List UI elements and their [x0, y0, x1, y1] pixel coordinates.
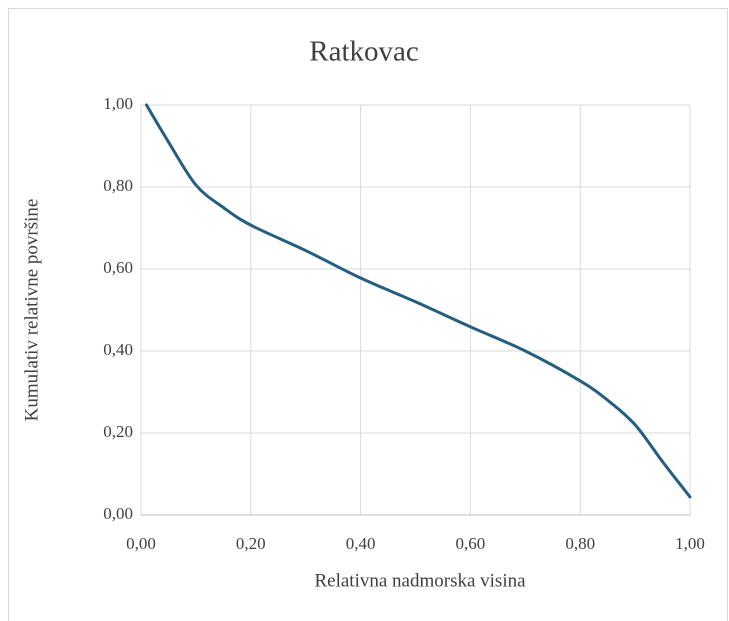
chart-border: [8, 8, 728, 621]
line: [144, 103, 692, 499]
x-tick-label: 0,40: [346, 534, 376, 553]
chart-title: Ratkovac: [309, 36, 419, 68]
x-axis-label: Relativna nadmorska visina: [314, 570, 526, 591]
y-tick-label: 0,20: [103, 422, 133, 441]
y-tick-label: 0,80: [103, 176, 133, 195]
x-tick-label: 0,80: [565, 534, 595, 553]
x-tick-label: 1,00: [675, 534, 705, 553]
y-tick-label: 0,40: [103, 340, 133, 359]
x-tick-label: 0,00: [126, 534, 156, 553]
x-tick-label: 0,20: [236, 534, 266, 553]
y-tick-label: 0,00: [103, 504, 133, 523]
y-axis-label: Kumulativ relativne površine: [21, 199, 42, 422]
y-tick-label: 0,60: [103, 258, 133, 277]
y-tick-label: 1,00: [103, 94, 133, 113]
x-tick-label: 0,60: [456, 534, 486, 553]
